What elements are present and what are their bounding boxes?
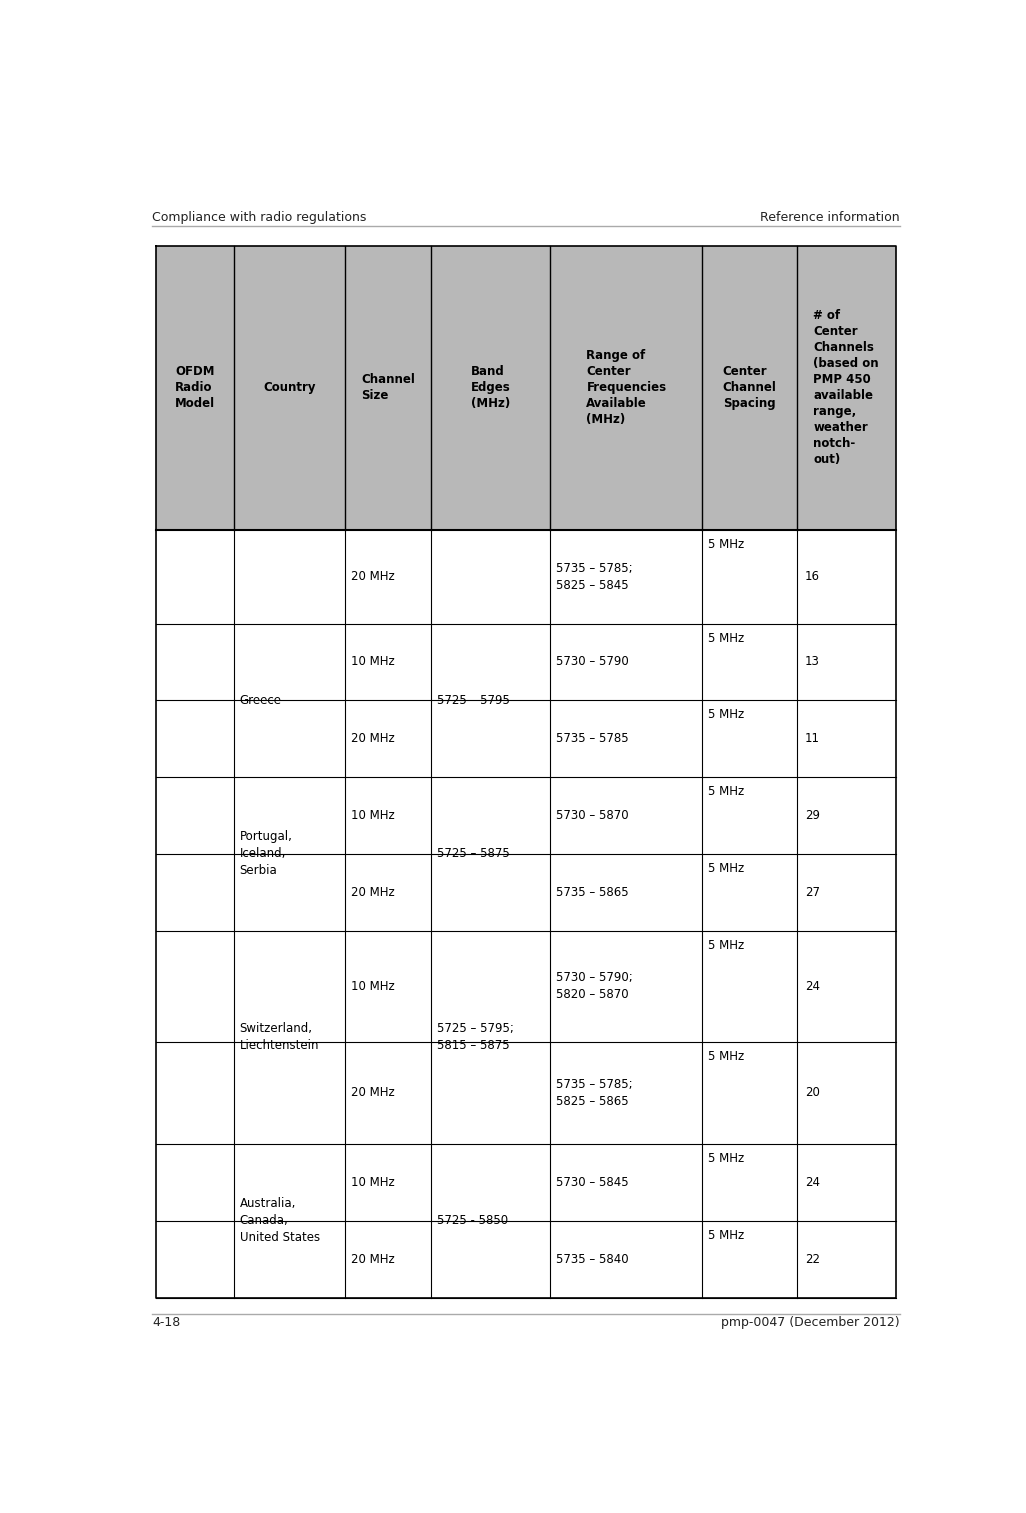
Text: 24: 24 bbox=[805, 980, 820, 993]
Text: 10 MHz: 10 MHz bbox=[351, 809, 394, 822]
Text: 5 MHz: 5 MHz bbox=[708, 708, 744, 722]
Text: 5 MHz: 5 MHz bbox=[708, 1153, 744, 1165]
Text: 11: 11 bbox=[805, 732, 820, 746]
Text: Switzerland,
Liechtenstein: Switzerland, Liechtenstein bbox=[240, 1023, 319, 1053]
Text: pmp-0047 (December 2012): pmp-0047 (December 2012) bbox=[721, 1316, 900, 1328]
Text: 5735 – 5785;
5825 – 5845: 5735 – 5785; 5825 – 5845 bbox=[556, 561, 633, 592]
Text: 10 MHz: 10 MHz bbox=[351, 1176, 394, 1189]
Text: 5735 – 5785: 5735 – 5785 bbox=[556, 732, 629, 746]
Bar bbox=[156, 245, 896, 530]
Text: Channel
Size: Channel Size bbox=[361, 374, 416, 402]
Text: 5725 – 5875: 5725 – 5875 bbox=[437, 847, 510, 861]
Text: 5735 – 5840: 5735 – 5840 bbox=[556, 1253, 629, 1266]
Text: 5735 – 5785;
5825 – 5865: 5735 – 5785; 5825 – 5865 bbox=[556, 1077, 633, 1108]
Text: 5735 – 5865: 5735 – 5865 bbox=[556, 885, 629, 899]
Text: Range of
Center
Frequencies
Available
(MHz): Range of Center Frequencies Available (M… bbox=[587, 350, 667, 427]
Text: 20 MHz: 20 MHz bbox=[351, 1253, 394, 1266]
Text: 5 MHz: 5 MHz bbox=[708, 632, 744, 645]
Text: 20: 20 bbox=[805, 1086, 820, 1100]
Text: 5 MHz: 5 MHz bbox=[708, 940, 744, 952]
Text: 10 MHz: 10 MHz bbox=[351, 980, 394, 993]
Text: 20 MHz: 20 MHz bbox=[351, 570, 394, 583]
Text: 16: 16 bbox=[805, 570, 820, 583]
Text: 29: 29 bbox=[805, 809, 820, 822]
Text: 5725 – 5795: 5725 – 5795 bbox=[437, 694, 510, 707]
Text: Country: Country bbox=[264, 381, 316, 395]
Text: 22: 22 bbox=[805, 1253, 820, 1266]
Text: 5730 – 5870: 5730 – 5870 bbox=[556, 809, 629, 822]
Text: 5 MHz: 5 MHz bbox=[708, 1050, 744, 1062]
Text: 5 MHz: 5 MHz bbox=[708, 785, 744, 799]
Text: 20 MHz: 20 MHz bbox=[351, 885, 394, 899]
Text: Band
Edges
(MHz): Band Edges (MHz) bbox=[471, 365, 511, 410]
Text: 13: 13 bbox=[805, 655, 820, 669]
Text: 5725 - 5850: 5725 - 5850 bbox=[437, 1215, 508, 1227]
Text: OFDM
Radio
Model: OFDM Radio Model bbox=[175, 365, 215, 410]
Text: 20 MHz: 20 MHz bbox=[351, 1086, 394, 1100]
Text: Greece: Greece bbox=[240, 694, 282, 707]
Text: Portugal,
Iceland,
Serbia: Portugal, Iceland, Serbia bbox=[240, 831, 292, 878]
Text: 5730 – 5790: 5730 – 5790 bbox=[556, 655, 629, 669]
Text: # of
Center
Channels
(based on
PMP 450
available
range,
weather
notch-
out): # of Center Channels (based on PMP 450 a… bbox=[814, 309, 879, 466]
Text: 5 MHz: 5 MHz bbox=[708, 537, 744, 551]
Text: Compliance with radio regulations: Compliance with radio regulations bbox=[152, 210, 366, 224]
Text: 5 MHz: 5 MHz bbox=[708, 862, 744, 875]
Text: 5725 – 5795;
5815 – 5875: 5725 – 5795; 5815 – 5875 bbox=[437, 1023, 514, 1053]
Text: Australia,
Canada,
United States: Australia, Canada, United States bbox=[240, 1197, 320, 1244]
Text: Center
Channel
Spacing: Center Channel Spacing bbox=[722, 365, 777, 410]
Text: Reference information: Reference information bbox=[760, 210, 900, 224]
Text: 5 MHz: 5 MHz bbox=[708, 1229, 744, 1242]
Text: 10 MHz: 10 MHz bbox=[351, 655, 394, 669]
Text: 27: 27 bbox=[805, 885, 820, 899]
Text: 5730 – 5790;
5820 – 5870: 5730 – 5790; 5820 – 5870 bbox=[556, 971, 633, 1002]
Text: 24: 24 bbox=[805, 1176, 820, 1189]
Text: 20 MHz: 20 MHz bbox=[351, 732, 394, 746]
Text: 4-18: 4-18 bbox=[152, 1316, 181, 1328]
Text: 5730 – 5845: 5730 – 5845 bbox=[556, 1176, 629, 1189]
